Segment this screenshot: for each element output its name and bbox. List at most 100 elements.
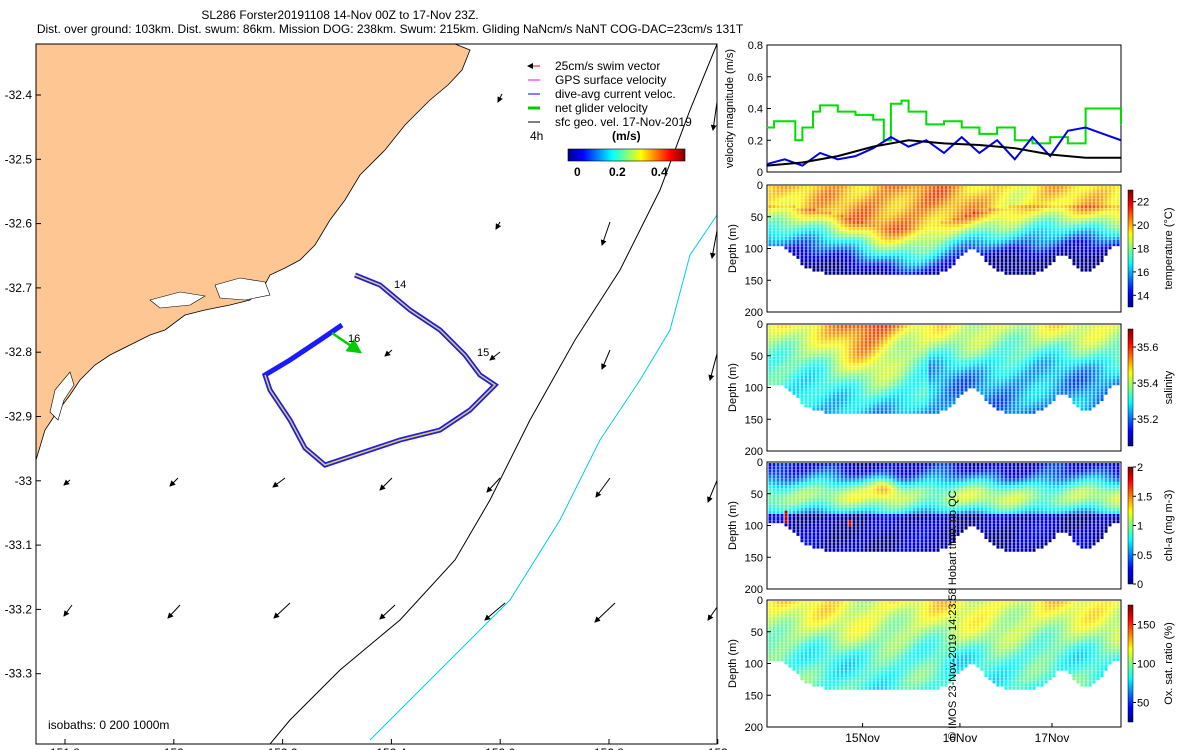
section-sample xyxy=(960,331,964,335)
section-sample xyxy=(976,201,980,205)
section-sample xyxy=(872,249,876,253)
section-sample xyxy=(780,186,784,190)
section-sample xyxy=(780,475,784,479)
section-sample xyxy=(920,205,924,209)
section-sample xyxy=(912,246,916,250)
section-sample xyxy=(992,391,996,395)
section-sample xyxy=(1036,394,1040,398)
section-sample xyxy=(840,236,844,240)
section-sample xyxy=(852,201,856,205)
section-sample xyxy=(924,334,928,338)
section-sample xyxy=(1084,325,1088,329)
section-sample xyxy=(820,347,824,351)
section-sample xyxy=(1088,192,1092,196)
section-sample xyxy=(864,224,868,228)
section-sample xyxy=(848,252,852,256)
map-x-tick-label: 152.6 xyxy=(485,746,515,750)
section-sample xyxy=(1100,186,1104,190)
section-sample xyxy=(1016,249,1020,253)
section-sample xyxy=(868,255,872,259)
section-sample xyxy=(796,195,800,199)
section-sample xyxy=(800,350,804,354)
section-sample xyxy=(812,243,816,247)
section-sample xyxy=(1036,366,1040,370)
section-sample xyxy=(932,334,936,338)
section-sample xyxy=(956,240,960,244)
map-y-tick-label: -32.5 xyxy=(5,152,33,166)
section-sample xyxy=(964,198,968,202)
section-sample xyxy=(888,233,892,237)
section-sample xyxy=(864,382,868,386)
map-plot xyxy=(36,44,717,744)
section-sample xyxy=(804,501,808,505)
section-sample xyxy=(800,372,804,376)
section-sample xyxy=(876,337,880,341)
section-sample xyxy=(844,198,848,202)
section-sample xyxy=(808,466,812,470)
section-sample xyxy=(1044,382,1048,386)
section-sample xyxy=(888,388,892,392)
section-sample xyxy=(1020,201,1024,205)
section-sample xyxy=(1068,385,1072,389)
section-sample xyxy=(832,205,836,209)
section-sample xyxy=(1116,337,1120,341)
section-sample xyxy=(852,230,856,234)
section-sample xyxy=(1036,340,1040,344)
section-sample xyxy=(820,224,824,228)
section-sample xyxy=(964,224,968,228)
section-sample xyxy=(956,233,960,237)
section-sample xyxy=(1088,353,1092,357)
section-sample xyxy=(828,227,832,231)
section-sample xyxy=(1004,382,1008,386)
section-sample xyxy=(816,344,820,348)
section-sample xyxy=(932,201,936,205)
section-sample xyxy=(1024,246,1028,250)
section-sample xyxy=(1020,401,1024,405)
section-sample xyxy=(948,198,952,202)
velocity-point xyxy=(943,120,945,122)
section-sample xyxy=(1064,227,1068,231)
section-sample xyxy=(812,501,816,505)
section-sample xyxy=(868,268,872,272)
section-sample xyxy=(768,334,772,338)
section-sample xyxy=(856,350,860,354)
section-sample xyxy=(844,407,848,411)
section-sample xyxy=(856,331,860,335)
section-sample xyxy=(956,359,960,363)
section-sample xyxy=(1028,205,1032,209)
section-sample xyxy=(1116,328,1120,332)
section-sample xyxy=(1052,391,1056,395)
section-sample xyxy=(884,224,888,228)
section-sample xyxy=(888,350,892,354)
section-sample xyxy=(920,214,924,218)
section-sample xyxy=(1104,334,1108,338)
section-sample xyxy=(792,208,796,212)
section-sample xyxy=(832,262,836,266)
section-sample xyxy=(1040,375,1044,379)
section-sample xyxy=(1068,359,1072,363)
section-sample xyxy=(780,195,784,199)
section-sample xyxy=(836,246,840,250)
section-sample xyxy=(972,347,976,351)
section-sample xyxy=(1024,255,1028,259)
section-sample xyxy=(1016,359,1020,363)
section-sample xyxy=(1036,356,1040,360)
section-sample xyxy=(1048,240,1052,244)
section-sample xyxy=(932,369,936,373)
section-sample xyxy=(1032,340,1036,344)
section-sample xyxy=(804,243,808,247)
section-sample xyxy=(1060,369,1064,373)
section-sample xyxy=(1104,385,1108,389)
section-sample xyxy=(812,510,816,514)
section-sample xyxy=(772,208,776,212)
section-sample xyxy=(972,217,976,221)
section-sample xyxy=(1056,375,1060,379)
section-sample xyxy=(1116,344,1120,348)
section-sample xyxy=(800,243,804,247)
section-sample xyxy=(1096,227,1100,231)
section-sample xyxy=(1088,394,1092,398)
section-sample xyxy=(832,224,836,228)
section-sample xyxy=(1108,201,1112,205)
section-sample xyxy=(860,372,864,376)
section-sample xyxy=(820,359,824,363)
